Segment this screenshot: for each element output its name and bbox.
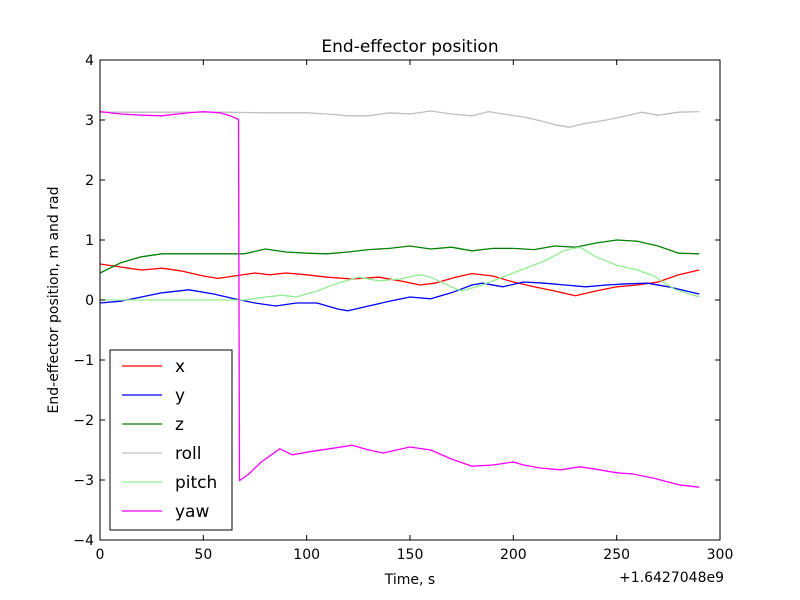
x-tick-label: 50 (194, 547, 212, 563)
y-tick-label: 4 (85, 53, 94, 69)
ticks-layer: 0 50 100 150 200 250 300 −4 −3 −2 −1 0 1 2 3 4 (73, 53, 733, 563)
legend-entries: xyz roll pitch yaw (122, 357, 217, 522)
y-tick-label: 2 (85, 173, 94, 189)
x-tick-label: 150 (397, 547, 424, 563)
y-axis-label: End-effector position, m and rad (46, 187, 62, 414)
x-tick-label: 300 (707, 547, 734, 563)
legend-label-roll: roll (175, 444, 201, 464)
legend-label-y: y (175, 386, 185, 406)
y-tick-label: 0 (85, 293, 94, 309)
series-line-z (99, 239, 700, 274)
y-tick-label: 1 (85, 233, 94, 249)
y-tick-label: −2 (73, 413, 94, 429)
legend: xyz roll pitch yaw (109, 349, 233, 531)
legend-label-yaw: yaw (175, 502, 209, 522)
x-tick-label: 100 (293, 547, 320, 563)
x-tick-label: 250 (603, 547, 630, 563)
chart-title: End-effector position (321, 37, 498, 57)
y-tick-label: −1 (73, 353, 94, 369)
series-line-pitch (100, 246, 700, 301)
legend-box (109, 349, 233, 531)
series-line-x (99, 263, 700, 297)
x-tick-label: 0 (96, 547, 105, 563)
legend-label-x: x (175, 357, 185, 377)
series-line-yaw (99, 110, 700, 488)
legend-label-z: z (175, 415, 184, 435)
x-axis-label: Time, s (384, 572, 435, 588)
legend-label-pitch: pitch (175, 473, 217, 493)
series-line-roll (100, 110, 700, 128)
x-offset-label: +1.6427048e9 (619, 570, 724, 586)
y-tick-label: −3 (73, 473, 94, 489)
series-layer (99, 110, 700, 488)
series-line-y (99, 281, 700, 312)
x-tick-label: 200 (500, 547, 527, 563)
y-tick-label: −4 (73, 533, 94, 549)
y-tick-label: 3 (85, 113, 94, 129)
